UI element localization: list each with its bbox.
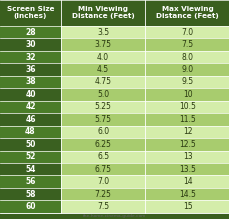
Text: 7.5: 7.5	[97, 202, 109, 211]
Text: 3.5: 3.5	[97, 28, 109, 37]
Text: 4.0: 4.0	[97, 53, 109, 62]
Text: 10: 10	[182, 90, 192, 99]
Text: 15: 15	[182, 202, 192, 211]
Bar	[61, 150, 145, 163]
Bar	[145, 38, 229, 51]
Bar	[61, 26, 145, 38]
Bar	[61, 0, 145, 26]
Bar	[145, 63, 229, 76]
Text: 42: 42	[25, 102, 35, 111]
Text: 6.5: 6.5	[97, 152, 109, 161]
Text: 60: 60	[25, 202, 35, 211]
Bar	[61, 113, 145, 125]
Bar	[145, 113, 229, 125]
Bar	[0, 188, 61, 200]
Text: 48: 48	[25, 127, 36, 136]
Text: 5.25: 5.25	[94, 102, 111, 111]
Bar	[145, 51, 229, 63]
Bar	[0, 113, 61, 125]
Text: 9.0: 9.0	[181, 65, 193, 74]
Text: 7.25: 7.25	[94, 190, 111, 199]
Text: 3.75: 3.75	[94, 40, 111, 49]
Text: 6.75: 6.75	[94, 165, 111, 174]
Text: 13: 13	[182, 152, 192, 161]
Bar	[145, 76, 229, 88]
Bar	[0, 88, 61, 101]
Bar	[61, 138, 145, 150]
Text: 10.5: 10.5	[178, 102, 195, 111]
Text: 12.5: 12.5	[179, 140, 195, 149]
Text: 7.0: 7.0	[181, 28, 193, 37]
Text: 11.5: 11.5	[179, 115, 195, 124]
Text: 54: 54	[25, 165, 35, 174]
Text: 58: 58	[25, 190, 35, 199]
Text: 6.0: 6.0	[97, 127, 109, 136]
Bar	[145, 200, 229, 213]
Bar	[61, 76, 145, 88]
Bar	[61, 88, 145, 101]
Text: the-home-cinema-guide.com: the-home-cinema-guide.com	[83, 214, 146, 218]
Bar	[0, 26, 61, 38]
Bar	[145, 125, 229, 138]
Text: 14.5: 14.5	[178, 190, 195, 199]
Bar	[145, 163, 229, 175]
Bar	[0, 38, 61, 51]
Text: 38: 38	[25, 78, 36, 87]
Bar	[61, 175, 145, 188]
Bar	[61, 51, 145, 63]
Bar	[0, 76, 61, 88]
Bar	[145, 88, 229, 101]
Bar	[61, 101, 145, 113]
Bar	[0, 150, 61, 163]
Text: 12: 12	[182, 127, 192, 136]
Bar	[145, 150, 229, 163]
Text: 28: 28	[25, 28, 36, 37]
Text: 36: 36	[25, 65, 35, 74]
Text: 14: 14	[182, 177, 192, 186]
Bar	[0, 125, 61, 138]
Bar	[145, 26, 229, 38]
Text: 46: 46	[25, 115, 35, 124]
Bar	[0, 138, 61, 150]
Text: 6.25: 6.25	[94, 140, 111, 149]
Bar	[145, 188, 229, 200]
Bar	[145, 101, 229, 113]
Bar	[61, 38, 145, 51]
Bar	[145, 175, 229, 188]
Bar	[0, 63, 61, 76]
Text: 7.0: 7.0	[97, 177, 109, 186]
Text: 32: 32	[25, 53, 35, 62]
Bar	[61, 63, 145, 76]
Text: Screen Size
(Inches): Screen Size (Inches)	[7, 6, 54, 19]
Text: 13.5: 13.5	[178, 165, 195, 174]
Text: 8.0: 8.0	[181, 53, 193, 62]
Text: 50: 50	[25, 140, 35, 149]
Bar	[61, 200, 145, 213]
Text: 5.75: 5.75	[94, 115, 111, 124]
Bar	[0, 163, 61, 175]
Text: 30: 30	[25, 40, 35, 49]
Bar	[61, 163, 145, 175]
Bar	[0, 175, 61, 188]
Text: Min Viewing
Distance (Feet): Min Viewing Distance (Feet)	[71, 6, 134, 19]
Text: 4.75: 4.75	[94, 78, 111, 87]
Bar	[145, 0, 229, 26]
Text: 7.5: 7.5	[181, 40, 193, 49]
Text: 56: 56	[25, 177, 35, 186]
Bar	[0, 101, 61, 113]
Text: 4.5: 4.5	[97, 65, 109, 74]
Text: 9.5: 9.5	[181, 78, 193, 87]
Bar	[0, 213, 229, 219]
Text: Max Viewing
Distance (Feet): Max Viewing Distance (Feet)	[156, 6, 218, 19]
Bar	[61, 188, 145, 200]
Bar	[145, 138, 229, 150]
Bar	[0, 200, 61, 213]
Text: 5.0: 5.0	[97, 90, 109, 99]
Bar	[0, 51, 61, 63]
Text: 52: 52	[25, 152, 35, 161]
Bar	[0, 0, 61, 26]
Text: 40: 40	[25, 90, 35, 99]
Bar	[61, 125, 145, 138]
